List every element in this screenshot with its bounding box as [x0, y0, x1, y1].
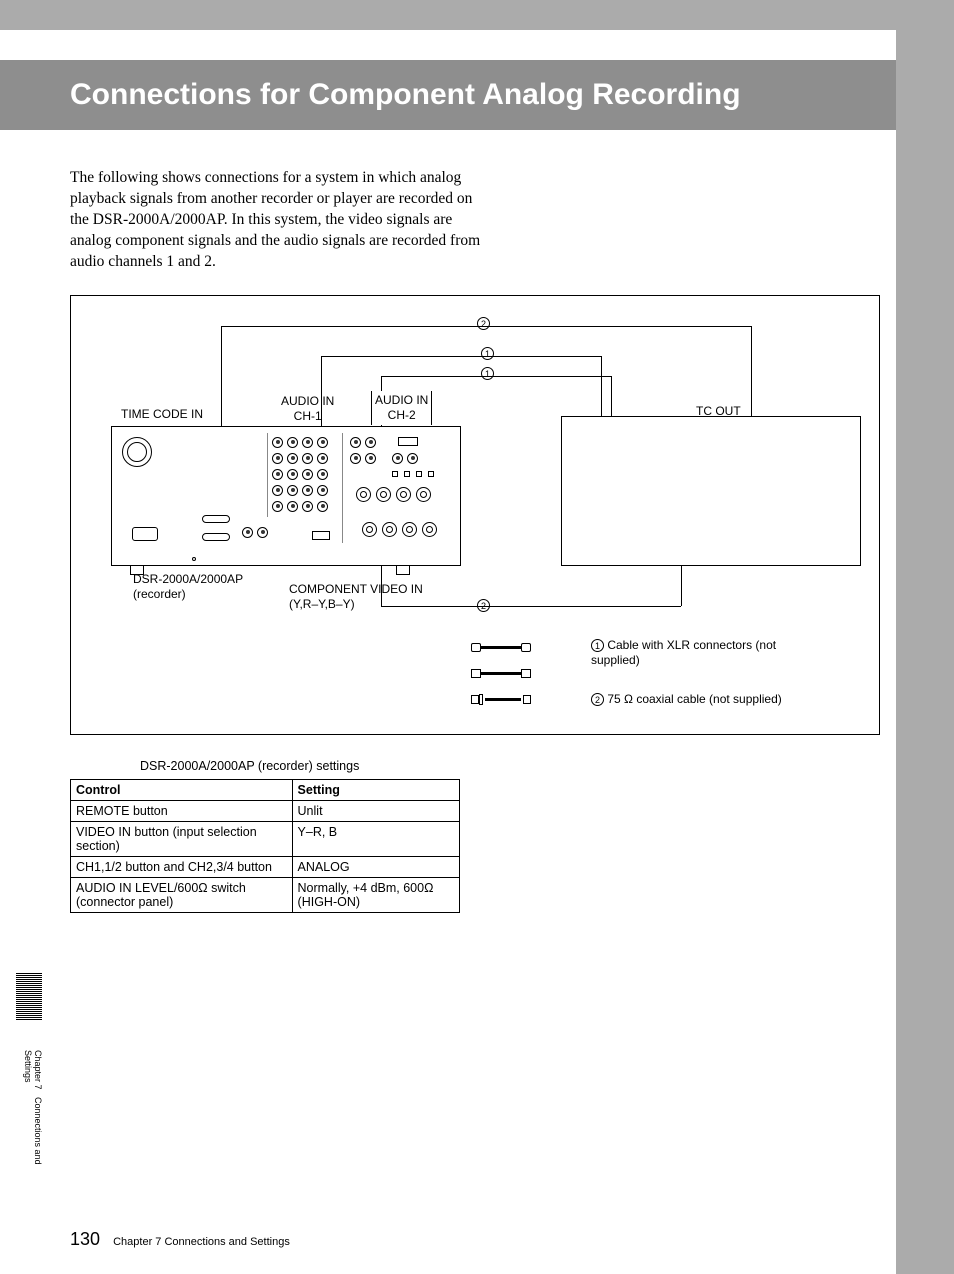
wire: [321, 356, 601, 357]
col-setting: Setting: [292, 779, 459, 800]
device-foot: [396, 566, 410, 575]
bnc-connector: [396, 487, 411, 502]
bnc-connector: [362, 522, 377, 537]
device-foot: [130, 566, 144, 575]
bnc-connector: [402, 522, 417, 537]
label-recorder-caption: DSR-2000A/2000AP (recorder): [133, 572, 243, 602]
table-row: CH1,1/2 button and CH2,3/4 button ANALOG: [71, 856, 460, 877]
xlr-cable-icon: [471, 668, 531, 680]
bnc-connector: [356, 487, 371, 502]
recorder-box: [111, 426, 461, 566]
legend-item-1: 1 Cable with XLR connectors (not supplie…: [591, 638, 811, 668]
legend-xlr: [471, 642, 531, 654]
table-row: VIDEO IN button (input selection section…: [71, 821, 460, 856]
connector-row: [272, 453, 328, 464]
rect-port: [398, 437, 418, 446]
page-footer: 130 Chapter 7 Connections and Settings: [70, 1229, 290, 1250]
divider: [342, 433, 343, 543]
switch: [404, 471, 410, 477]
page-number: 130: [70, 1229, 100, 1249]
connector-row: [392, 453, 418, 464]
legend-item-2: 2 75 Ω coaxial cable (not supplied): [591, 692, 851, 707]
content-area: The following shows connections for a sy…: [0, 168, 896, 913]
connector-row: [272, 485, 328, 496]
label-component-video-in: COMPONENT VIDEO IN (Y,R–Y,B–Y): [289, 582, 423, 612]
bnc-connector: [416, 487, 431, 502]
xlr-cable-icon: [471, 642, 531, 654]
table-row: AUDIO IN LEVEL/600Ω switch (connector pa…: [71, 877, 460, 912]
power-port: [132, 527, 158, 541]
player-box: [561, 416, 861, 566]
coax-cable-icon: [471, 694, 531, 706]
section-title: Connections for Component Analog Recordi…: [70, 78, 872, 112]
rect-port: [312, 531, 330, 540]
marker-2: 2: [477, 316, 490, 331]
barcode-lines: [16, 973, 42, 1020]
wire: [681, 566, 682, 606]
bnc-connector: [422, 522, 437, 537]
connection-diagram: 2 1 1 2 TIME CODE IN AUDIO IN CH-1 AUDIO…: [70, 295, 880, 735]
intro-paragraph: The following shows connections for a sy…: [70, 168, 490, 273]
section-header: Connections for Component Analog Recordi…: [0, 60, 896, 130]
connector-row: [350, 437, 376, 448]
connector-row: [272, 469, 328, 480]
serial-port: [202, 533, 230, 541]
table-header-row: Control Setting: [71, 779, 460, 800]
col-control: Control: [71, 779, 293, 800]
page: Connections for Component Analog Recordi…: [0, 0, 896, 1274]
connector-row: [272, 437, 328, 448]
footer-chapter: Chapter 7 Connections and Settings: [113, 1236, 290, 1248]
small-hole: [192, 557, 196, 561]
settings-table: Control Setting REMOTE button Unlit VIDE…: [70, 779, 460, 913]
wire: [221, 326, 222, 426]
wire: [751, 326, 752, 416]
connector-row: [242, 527, 268, 538]
marker-2: 2: [477, 598, 490, 613]
switch: [392, 471, 398, 477]
bnc-connector: [382, 522, 397, 537]
table-row: REMOTE button Unlit: [71, 800, 460, 821]
top-gap: [0, 0, 896, 30]
serial-port: [202, 515, 230, 523]
legend-coax: [471, 694, 531, 706]
switch: [428, 471, 434, 477]
connector-row: [272, 501, 328, 512]
settings-caption: DSR-2000A/2000AP (recorder) settings: [140, 759, 826, 773]
label-time-code-in: TIME CODE IN: [121, 407, 203, 422]
bnc-connector: [376, 487, 391, 502]
label-audio-in-ch1: AUDIO IN CH-1: [281, 394, 334, 424]
connector-row: [350, 453, 376, 464]
marker-1: 1: [481, 346, 494, 361]
fan-icon: [122, 437, 152, 467]
margin-barcode: [16, 960, 36, 1020]
divider: [267, 433, 268, 517]
margin-chapter-label: Chapter 7 Connections and Settings: [22, 1050, 42, 1165]
legend-xlr-2: [471, 668, 531, 680]
wire: [381, 606, 681, 607]
switch: [416, 471, 422, 477]
wire: [381, 376, 611, 377]
marker-1: 1: [481, 366, 494, 381]
label-audio-in-ch2: AUDIO IN CH-2: [371, 391, 432, 425]
